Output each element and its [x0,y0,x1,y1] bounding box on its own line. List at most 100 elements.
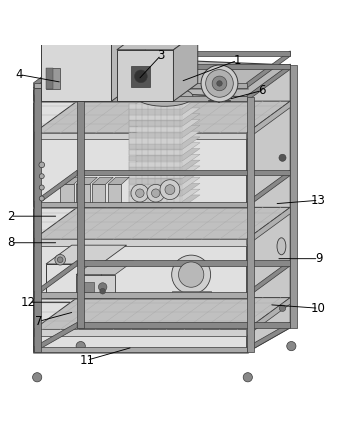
Polygon shape [34,323,77,353]
Polygon shape [247,97,254,353]
Polygon shape [129,102,200,114]
Polygon shape [77,260,290,266]
Circle shape [39,185,44,190]
Circle shape [147,184,165,202]
Circle shape [39,174,44,179]
Circle shape [165,185,175,194]
Polygon shape [117,32,198,50]
Polygon shape [34,56,290,97]
Circle shape [33,373,42,382]
Polygon shape [46,245,127,264]
Text: 10: 10 [311,302,326,315]
Circle shape [172,255,211,294]
Circle shape [212,76,227,91]
Polygon shape [34,88,41,353]
Polygon shape [173,32,198,101]
Polygon shape [34,88,247,353]
Polygon shape [129,132,182,138]
Circle shape [243,373,252,382]
Polygon shape [34,51,77,88]
Polygon shape [172,291,211,298]
Circle shape [217,81,222,86]
Polygon shape [129,173,182,179]
Polygon shape [34,56,77,353]
Circle shape [279,154,286,161]
Polygon shape [108,177,129,184]
Polygon shape [129,108,200,120]
Polygon shape [129,190,182,196]
Polygon shape [117,50,173,101]
Polygon shape [108,184,121,207]
Polygon shape [129,195,200,207]
Circle shape [55,254,65,265]
Polygon shape [129,137,200,149]
Polygon shape [129,160,200,172]
Bar [80,282,94,292]
Polygon shape [34,292,247,298]
Bar [46,67,60,89]
Circle shape [178,262,204,287]
Bar [131,66,150,87]
Polygon shape [77,64,290,69]
Polygon shape [247,170,290,207]
Polygon shape [41,39,112,101]
Polygon shape [129,178,200,190]
Polygon shape [129,156,182,161]
Polygon shape [34,207,290,239]
Polygon shape [129,138,182,144]
Text: 8: 8 [7,236,14,249]
Text: 4: 4 [16,68,23,81]
Polygon shape [129,127,182,132]
Polygon shape [129,121,182,126]
Text: 12: 12 [21,296,36,309]
Polygon shape [129,131,200,144]
Polygon shape [129,143,200,155]
Polygon shape [77,323,290,328]
Polygon shape [129,189,200,202]
Circle shape [39,162,45,168]
Polygon shape [46,264,101,298]
Polygon shape [34,260,77,298]
Polygon shape [34,133,247,140]
Polygon shape [129,154,200,167]
Polygon shape [129,166,200,179]
Text: 6: 6 [258,84,266,97]
Circle shape [131,184,149,202]
Polygon shape [34,101,290,133]
Circle shape [160,180,180,199]
Text: 1: 1 [233,54,241,67]
Polygon shape [129,144,182,149]
Polygon shape [76,261,133,275]
Polygon shape [129,115,182,120]
Polygon shape [247,64,290,101]
Polygon shape [129,114,200,126]
Polygon shape [77,56,84,328]
Polygon shape [290,65,297,328]
Polygon shape [129,109,182,114]
Polygon shape [129,96,200,109]
Polygon shape [129,162,182,167]
Polygon shape [34,347,247,353]
Circle shape [57,257,63,263]
Polygon shape [129,185,182,190]
Polygon shape [77,170,290,175]
Polygon shape [76,275,115,298]
Polygon shape [34,330,247,336]
Polygon shape [34,239,247,245]
Polygon shape [34,96,247,101]
Polygon shape [129,120,200,132]
Polygon shape [77,51,290,56]
Text: 13: 13 [311,194,326,207]
Polygon shape [76,184,90,207]
Text: 11: 11 [79,354,94,367]
Polygon shape [41,14,145,39]
Polygon shape [247,207,290,245]
Polygon shape [92,184,105,207]
Ellipse shape [136,87,193,106]
Ellipse shape [277,238,286,255]
Circle shape [76,342,85,351]
Text: 3: 3 [158,49,165,62]
Polygon shape [129,150,182,155]
Circle shape [100,288,105,294]
Polygon shape [34,298,290,330]
